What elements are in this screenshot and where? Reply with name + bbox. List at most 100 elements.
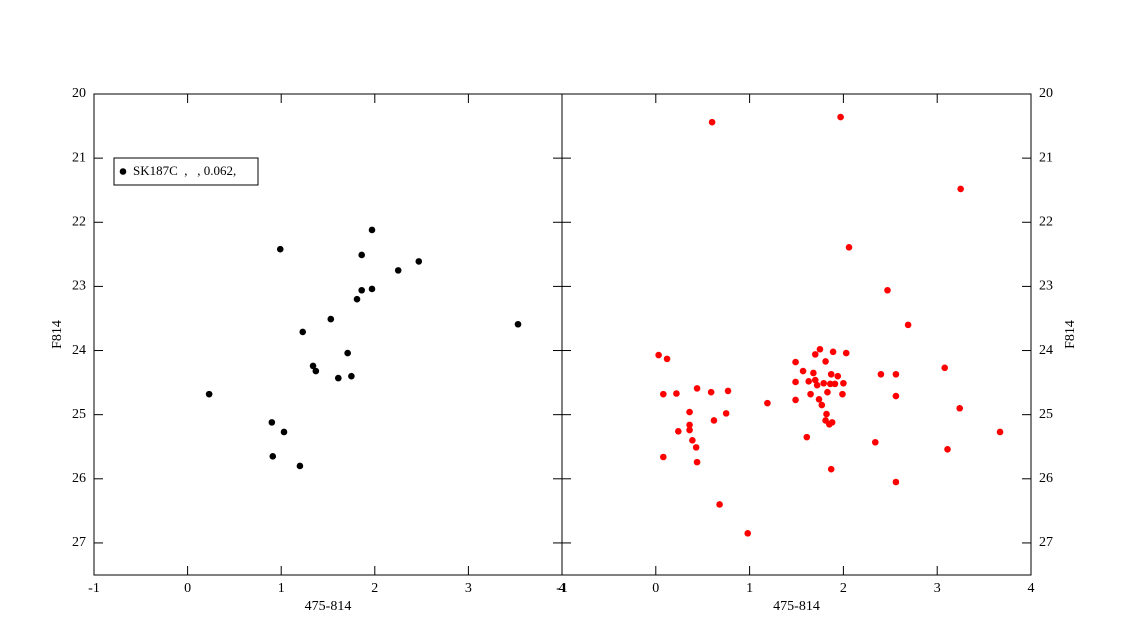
point [205,390,213,398]
point [818,401,826,409]
y-tick-label: 27 [1039,535,1053,550]
point [353,295,361,303]
point [686,426,693,434]
point [811,376,819,384]
point [944,445,951,453]
point [268,419,276,426]
point [348,372,355,380]
point [280,428,288,436]
point [892,392,900,400]
point [689,437,696,444]
point [358,286,365,294]
point [941,364,949,372]
point [368,226,376,234]
point [815,395,823,403]
point [824,388,831,396]
point [956,404,964,412]
point [693,385,701,392]
y-axis-label: F814 [50,320,65,349]
point [358,251,365,259]
x-tick-label: 0 [184,581,191,596]
point [368,285,376,293]
point [707,388,715,396]
point [686,408,693,416]
point [810,369,817,377]
y-tick-label: 23 [72,279,86,294]
point [892,370,900,378]
y-tick-label: 25 [72,407,86,422]
point [716,501,723,508]
x-tick-label: 1 [278,581,285,596]
x-tick-label: 3 [934,581,941,596]
point [309,362,317,370]
point [673,390,680,397]
point [827,465,835,473]
y-tick-label: 23 [1039,279,1053,294]
point [892,478,900,486]
x-axis-label: 475-814 [773,599,820,614]
point [693,458,701,466]
point [792,396,799,404]
x-tick-label: 0 [652,581,659,596]
x-tick-label: 4 [559,581,566,596]
point [840,379,847,387]
point [514,320,522,328]
x-tick-label: 3 [465,581,472,596]
y-tick-label: 21 [72,150,86,165]
x-tick-label: 4 [1028,581,1035,596]
point [312,367,320,375]
y-tick-label: 20 [72,86,86,101]
point [820,379,828,387]
point [813,381,821,389]
y-tick-label: 24 [1039,343,1053,358]
point [823,410,830,418]
legend-marker [119,168,127,175]
y-tick-label: 27 [72,535,86,550]
point [327,315,335,323]
point [807,390,814,398]
point [660,453,667,461]
point [708,118,716,126]
point [675,428,682,435]
point [877,370,885,378]
point [724,387,732,395]
point [828,419,836,426]
y-tick-label: 22 [72,214,86,229]
x-tick-label: 1 [746,581,753,596]
legend-box [113,157,259,186]
legend-label: SK187C , , 0.062, [133,163,236,178]
y-axis-label: F814 [1063,320,1078,349]
point [822,358,829,365]
point [834,372,842,380]
point [884,286,891,294]
point [792,378,799,386]
point [269,453,277,460]
point [792,358,799,366]
point [296,462,304,470]
point [764,399,771,407]
x-tick-label: 2 [840,581,847,596]
point [686,421,693,429]
y-tick-label: 21 [1039,150,1053,165]
point [827,370,835,378]
point [826,380,834,388]
point [839,390,846,398]
point [831,380,839,388]
point [394,267,402,274]
point [655,351,662,359]
point [837,113,844,121]
y-tick-label: 26 [1039,471,1053,486]
point [871,438,879,446]
plot-frame [561,93,1032,576]
y-tick-label: 24 [72,343,86,358]
point [799,367,807,375]
point [845,243,853,251]
point [663,355,671,363]
y-tick-label: 26 [72,471,86,486]
x-tick-label: -1 [88,581,100,596]
point [744,530,752,537]
x-tick-label: -1 [556,581,568,596]
point [334,374,342,382]
x-tick-label: 2 [371,581,378,596]
